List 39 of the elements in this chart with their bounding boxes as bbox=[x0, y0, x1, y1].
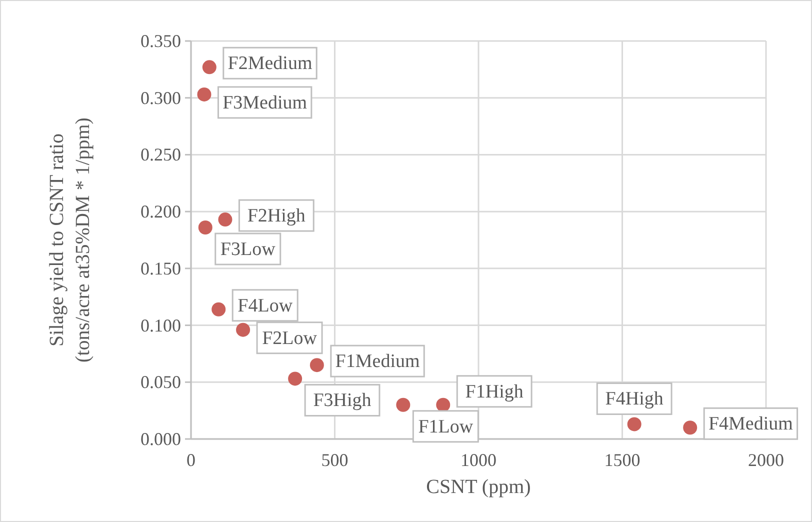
annotation: F3High bbox=[313, 390, 372, 412]
annotation: F2High bbox=[247, 206, 306, 227]
point bbox=[627, 417, 642, 432]
point bbox=[396, 398, 410, 412]
annotation: F4Medium bbox=[708, 414, 794, 435]
y-tick-label: 0.050 bbox=[140, 372, 181, 392]
point bbox=[436, 398, 450, 412]
point bbox=[202, 60, 216, 74]
y-tick-label: 0.250 bbox=[140, 144, 181, 165]
y-tick-label: 0.100 bbox=[140, 315, 181, 336]
annotation: F2Medium bbox=[228, 53, 312, 74]
y-tick-label: 0.200 bbox=[140, 202, 181, 222]
y-axis-title: Silage yield to CSNT ratio (tons/acre at35%DM * 1/ppm) bbox=[46, 118, 94, 362]
y-tick-label: 0.150 bbox=[140, 258, 181, 278]
point bbox=[683, 420, 698, 435]
x-tick-label: 1000 bbox=[460, 450, 496, 470]
x-tick-label: 1500 bbox=[604, 450, 640, 470]
annotation: F3Low bbox=[220, 238, 276, 260]
x-tick-label: 500 bbox=[321, 450, 348, 470]
y-tick-label: 0.000 bbox=[140, 429, 181, 449]
point bbox=[198, 220, 212, 234]
x-axis-title: CSNT (ppm) bbox=[426, 476, 531, 498]
point bbox=[197, 87, 212, 102]
point bbox=[288, 372, 302, 386]
annotation: F1High bbox=[465, 381, 524, 402]
point bbox=[212, 302, 226, 316]
point bbox=[218, 212, 232, 227]
x-tick-label: 0 bbox=[186, 450, 196, 470]
annotation: F3Medium bbox=[222, 92, 308, 114]
y-tick-label: 0.350 bbox=[140, 31, 181, 51]
annotation: F2Low bbox=[262, 328, 318, 349]
x-tick-label: 2000 bbox=[748, 450, 784, 470]
point bbox=[310, 358, 324, 372]
point bbox=[236, 322, 250, 337]
annotation: F1Low bbox=[418, 416, 474, 438]
y-tick-label: 0.300 bbox=[140, 88, 181, 108]
annotation: F1Medium bbox=[335, 351, 420, 372]
annotation: F4Low bbox=[238, 295, 293, 316]
annotation: F4High bbox=[605, 388, 664, 410]
